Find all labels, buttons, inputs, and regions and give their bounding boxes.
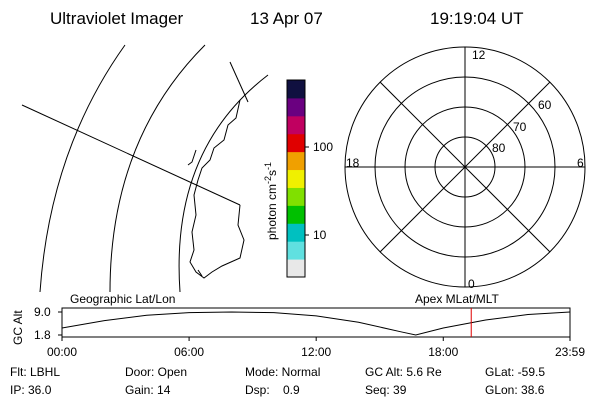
title: Ultraviolet Imager bbox=[50, 9, 184, 28]
colorbar-tick-label: 10 bbox=[313, 228, 327, 242]
color-swatch bbox=[287, 169, 305, 188]
status-field: IP: 36.0 bbox=[10, 383, 52, 397]
polar-plot: 12 6 0 18 60 70 80 bbox=[344, 46, 586, 291]
mlt-label: 18 bbox=[346, 156, 360, 170]
x-tick-label: 12:00 bbox=[301, 345, 331, 359]
color-swatch bbox=[287, 259, 305, 278]
color-swatch bbox=[287, 151, 305, 171]
altitude-curve bbox=[61, 311, 571, 336]
color-swatch bbox=[287, 241, 305, 260]
status-field: Door: Open bbox=[125, 365, 187, 379]
label-part: photon cm bbox=[265, 184, 279, 240]
status-field: Seq: 39 bbox=[365, 383, 407, 397]
status-field: GLat: -59.5 bbox=[485, 365, 545, 379]
colorbar-tick-label: 100 bbox=[313, 140, 333, 154]
panel-label: Apex MLat/MLT bbox=[415, 292, 499, 306]
lon-line bbox=[21, 104, 241, 206]
polar-axis bbox=[379, 81, 551, 253]
colorbar: 10 100 bbox=[286, 79, 333, 278]
coastline bbox=[187, 99, 245, 279]
status-field: Flt: LBHL bbox=[10, 365, 60, 379]
lat-label: 60 bbox=[538, 98, 552, 112]
color-swatch bbox=[287, 97, 305, 117]
y-axis-label: GC Alt bbox=[11, 310, 25, 345]
x-tick-label: 18:00 bbox=[428, 345, 458, 359]
y-tick-label: 1.8 bbox=[34, 328, 51, 342]
status-field: Mode: Normal bbox=[245, 365, 320, 379]
colorbar-label: photon cm-2s-1 bbox=[263, 162, 279, 240]
date: 13 Apr 07 bbox=[250, 9, 323, 28]
x-tick-label: 00:00 bbox=[47, 345, 77, 359]
color-swatch bbox=[287, 187, 305, 206]
lon-line bbox=[229, 61, 249, 103]
status-field: GLon: 38.6 bbox=[485, 383, 545, 397]
color-swatch bbox=[287, 223, 305, 242]
plot-frame bbox=[61, 307, 571, 338]
lat-arc bbox=[39, 44, 126, 293]
mlt-label: 6 bbox=[577, 156, 584, 170]
lat-arc bbox=[109, 44, 206, 293]
label-part: s bbox=[265, 170, 279, 176]
label-exp: -2 bbox=[263, 176, 273, 184]
color-swatch bbox=[287, 205, 305, 224]
status-footer: Flt: LBHL Door: Open Mode: Normal GC Alt: 5… bbox=[10, 365, 545, 397]
x-tick-label: 06:00 bbox=[174, 345, 204, 359]
lat-label: 70 bbox=[513, 120, 527, 134]
altitude-panel: Geographic Lat/Lon Apex MLat/MLT GC Alt … bbox=[11, 292, 585, 359]
color-swatch bbox=[287, 133, 305, 153]
status-field: Dsp: 0.9 bbox=[245, 383, 300, 397]
panel-label: Geographic Lat/Lon bbox=[70, 292, 175, 306]
label-exp: -1 bbox=[263, 162, 273, 170]
status-field: Gain: 14 bbox=[125, 383, 171, 397]
color-swatch bbox=[287, 115, 305, 135]
status-field: GC Alt: 5.6 Re bbox=[365, 365, 442, 379]
y-tick-label: 9.0 bbox=[34, 305, 51, 319]
colorbar-frame bbox=[286, 79, 306, 278]
map-panel bbox=[21, 44, 269, 293]
x-tick-label: 23:59 bbox=[555, 345, 585, 359]
mlt-label: 12 bbox=[472, 48, 486, 62]
time: 19:19:04 UT bbox=[430, 9, 524, 28]
color-swatch bbox=[287, 80, 305, 99]
mlt-label: 0 bbox=[468, 277, 475, 291]
lat-label: 80 bbox=[492, 141, 506, 155]
